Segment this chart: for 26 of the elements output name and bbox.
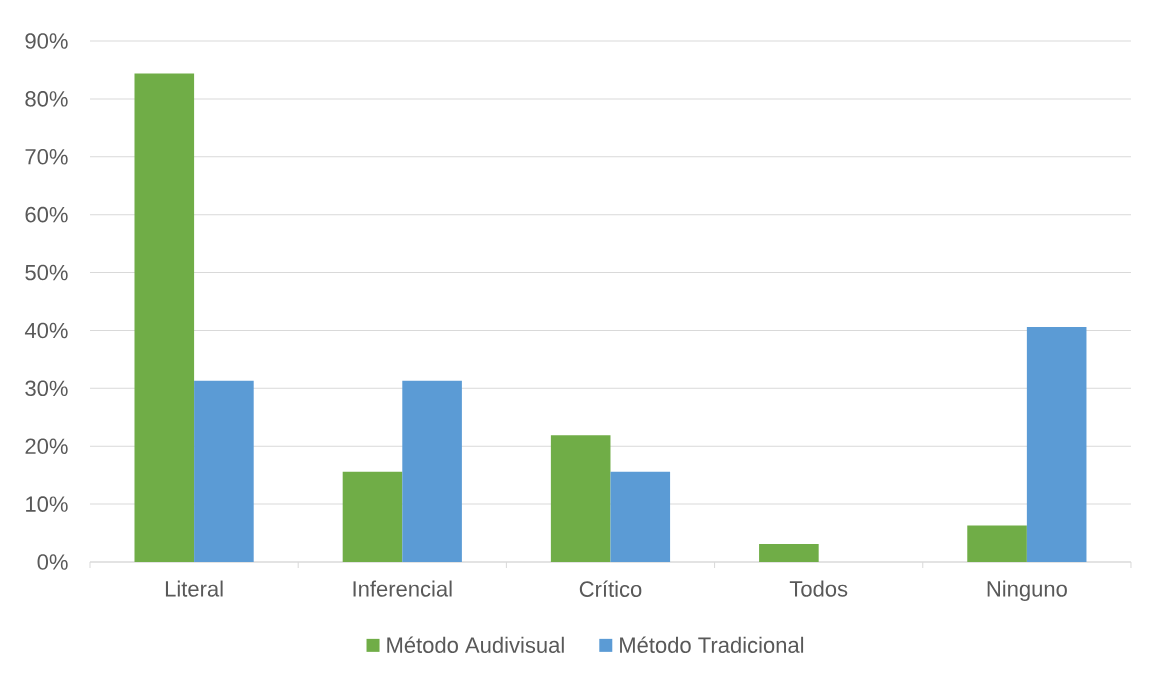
legend-label: Método Audivisual: [387, 636, 564, 653]
bar: [1026, 326, 1087, 562]
x-tick-label: Todos: [789, 580, 848, 597]
x-tick-label: Literal: [165, 580, 223, 597]
bar: [759, 544, 819, 562]
bar: [610, 471, 671, 562]
y-tick-label: 90%: [25, 33, 68, 49]
y-tick-label: 80%: [25, 91, 68, 107]
y-tick-label: 10%: [26, 496, 68, 512]
y-tick-label: 40%: [24, 322, 68, 339]
bar: [194, 380, 254, 562]
y-tick-label: 0%: [37, 554, 68, 570]
x-tick-label: Inferencial: [353, 580, 452, 597]
y-tick-label: 50%: [25, 264, 68, 281]
y-tick-label: 20%: [25, 438, 68, 455]
y-tick-label: 70%: [25, 148, 68, 165]
bar: [967, 525, 1027, 562]
x-tick-label: Ninguno: [987, 580, 1067, 602]
bar: [402, 380, 462, 562]
bar: [550, 435, 611, 562]
y-tick-label: 60%: [25, 206, 68, 223]
bar: [342, 471, 403, 562]
y-tick-label: 30%: [25, 380, 68, 397]
legend-label: Método Tradicional: [620, 636, 804, 653]
x-tick-label: Crítico: [579, 580, 642, 597]
bar: [134, 73, 195, 562]
